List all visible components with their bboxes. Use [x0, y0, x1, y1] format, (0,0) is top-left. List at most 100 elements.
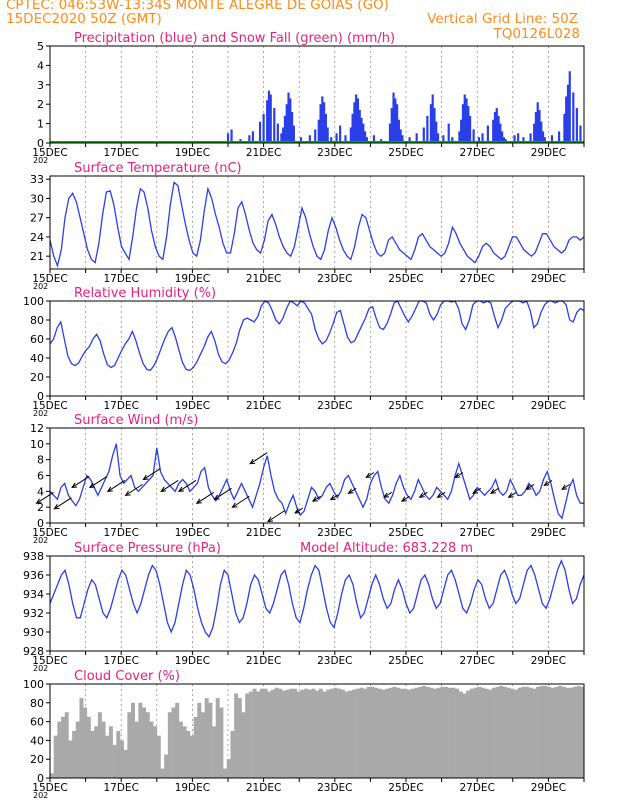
precip-bar	[497, 115, 500, 143]
x-tick-label: 15DEC	[32, 400, 67, 412]
precip-bar	[557, 131, 561, 143]
wind-arrow-head	[347, 488, 354, 494]
wind-arrow-head	[142, 474, 149, 481]
wind-arrow-head	[53, 504, 60, 510]
cloud-bar	[425, 686, 430, 778]
x-tick-label: 15DEC	[32, 527, 67, 539]
cloud-bar	[359, 687, 364, 778]
cloud-bar	[462, 693, 467, 778]
wind-arrow	[125, 483, 143, 496]
precip-bar	[323, 102, 326, 143]
panel-frame	[49, 555, 585, 652]
wind-arrow	[143, 468, 161, 480]
wind-arrow-head	[106, 486, 113, 493]
header-station-line: CPTEC: 046:53W-13:34S MONTE ALEGRE DE GO…	[6, 0, 389, 13]
precip-bar	[344, 135, 347, 143]
panel-2: 21 24 27 30 33 15DEC 17DEC 19DEC 21DEC 23DEC 25DEC…	[30, 161, 585, 291]
precip-bar	[276, 123, 279, 143]
precip-bar	[299, 137, 303, 143]
panel-frame	[49, 45, 585, 144]
precip-bar	[572, 92, 575, 143]
cloud-bar	[171, 707, 176, 778]
cloud-bar	[134, 721, 139, 778]
y-tick-label: 3	[37, 79, 44, 92]
wind-arrow	[401, 495, 410, 502]
wind-arrow-head	[400, 496, 407, 502]
wind-arrow	[232, 495, 250, 508]
wind-arrow	[455, 472, 464, 478]
cloud-bar	[50, 773, 54, 778]
y-tick-label: 20	[30, 753, 44, 766]
cloud-bar	[307, 689, 312, 778]
y-tick-label: 27	[30, 212, 44, 225]
cloud-bar	[569, 687, 574, 778]
precip-bar	[495, 108, 498, 143]
header: CPTEC: 046:53W-13:34S MONTE ALEGRE DE GO…	[0, 0, 618, 45]
precip-bar	[362, 123, 365, 143]
panel-title: Surface Temperature (nC)	[74, 161, 242, 176]
wind-arrow-head	[160, 486, 167, 493]
cloud-bar	[381, 689, 386, 778]
precip-bar	[431, 94, 434, 143]
precip-bar	[280, 133, 283, 143]
cloud-bar	[447, 687, 452, 778]
series-line	[49, 443, 584, 520]
x-tick-label: 19DEC	[175, 527, 210, 539]
precip-bar	[451, 137, 454, 143]
precip-bar	[415, 133, 418, 143]
cloud-bar	[525, 686, 530, 778]
y-tick-label: 4	[37, 59, 44, 72]
wind-arrow	[383, 491, 393, 498]
cloud-bar	[554, 686, 559, 778]
x-tick-label: 21DEC	[246, 400, 281, 412]
y-tick-label: 30	[30, 192, 44, 205]
header-model-code: TQ0126L028	[493, 26, 580, 42]
cloud-bar	[399, 688, 404, 778]
x-tick-label: 15DEC	[32, 147, 67, 159]
cloud-bar	[326, 689, 331, 778]
x-year-label: 202	[33, 536, 48, 545]
cloud-bar	[300, 689, 305, 778]
precip-bar	[429, 104, 433, 143]
cloud-bar	[237, 698, 242, 778]
y-tick-label: 100	[23, 295, 44, 308]
cloud-bar	[440, 686, 445, 778]
x-tick-label: 23DEC	[317, 527, 352, 539]
cloud-bar	[138, 702, 143, 778]
y-tick-label: 2	[37, 501, 44, 514]
wind-arrow-head	[294, 508, 301, 514]
precip-bar	[351, 113, 354, 143]
precip-bar	[575, 108, 578, 143]
cloud-bar	[429, 687, 434, 778]
cloud-bar	[75, 721, 80, 778]
x-tick-label: 17DEC	[103, 527, 138, 539]
precip-bar	[565, 96, 568, 143]
cloud-bar	[536, 686, 541, 778]
cloud-bar	[156, 735, 161, 778]
y-tick-label: 40	[30, 352, 44, 365]
cloud-bar	[444, 686, 449, 778]
wind-arrow-head	[489, 488, 496, 494]
precip-bar	[317, 119, 320, 143]
wind-arrow-head	[383, 492, 390, 498]
precip-bar	[461, 104, 465, 143]
y-tick-label: 0	[37, 390, 44, 403]
cloud-bar	[178, 721, 183, 778]
cloud-bar	[374, 687, 379, 778]
x-tick-label: 29DEC	[531, 527, 566, 539]
wind-arrow-head	[525, 484, 532, 490]
x-tick-label: 29DEC	[531, 782, 566, 794]
precip-bar	[534, 111, 538, 143]
x-tick-label: 21DEC	[246, 782, 281, 794]
cloud-bar	[245, 693, 250, 778]
precip-bar	[353, 102, 356, 143]
y-tick-label: 60	[30, 716, 44, 729]
cloud-bar	[348, 690, 353, 778]
wind-arrow-head	[71, 482, 78, 489]
wind-arrow	[348, 487, 357, 494]
cloud-bar	[193, 716, 198, 778]
x-tick-label: 23DEC	[317, 400, 352, 412]
cloud-bar	[274, 687, 279, 778]
cloud-bar	[68, 740, 73, 778]
